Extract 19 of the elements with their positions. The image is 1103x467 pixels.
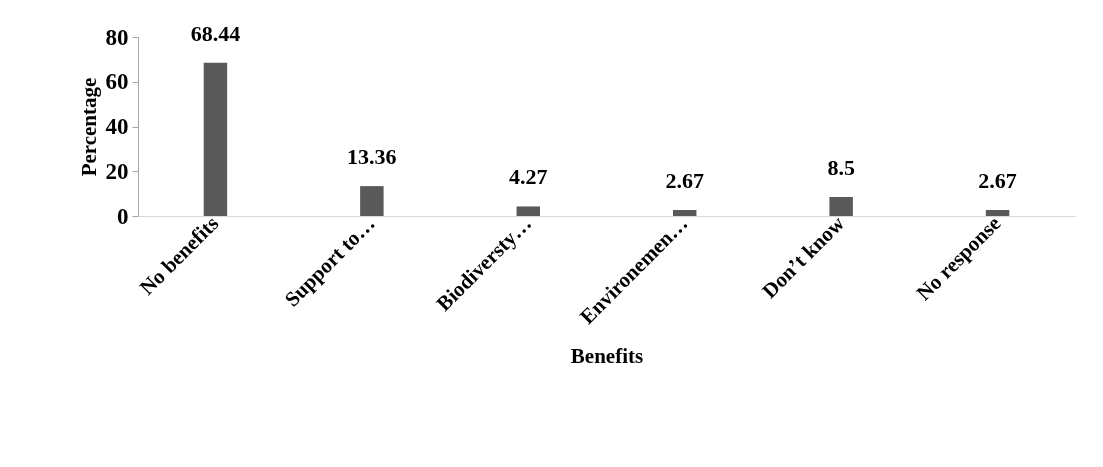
bar	[829, 196, 853, 216]
data-label: 2.67	[978, 168, 1017, 194]
y-tick-label: 80	[105, 24, 129, 50]
x-axis-title: Benefits	[570, 343, 644, 368]
data-label: 13.36	[347, 144, 397, 170]
y-tick-label: 40	[105, 114, 129, 139]
data-label: 8.5	[827, 154, 855, 180]
bar	[516, 206, 541, 216]
data-label: 2.67	[665, 168, 704, 194]
y-axis-title: Percentage	[76, 77, 101, 177]
y-tick-label: 60	[105, 69, 129, 95]
data-label: 4.27	[509, 164, 548, 190]
bar	[203, 62, 228, 216]
bar	[985, 210, 1010, 216]
bar	[672, 210, 697, 216]
y-tick-label: 0	[117, 203, 129, 229]
data-label: 68.44	[190, 20, 241, 46]
y-tick-label: 20	[105, 158, 129, 184]
bar	[360, 186, 384, 216]
